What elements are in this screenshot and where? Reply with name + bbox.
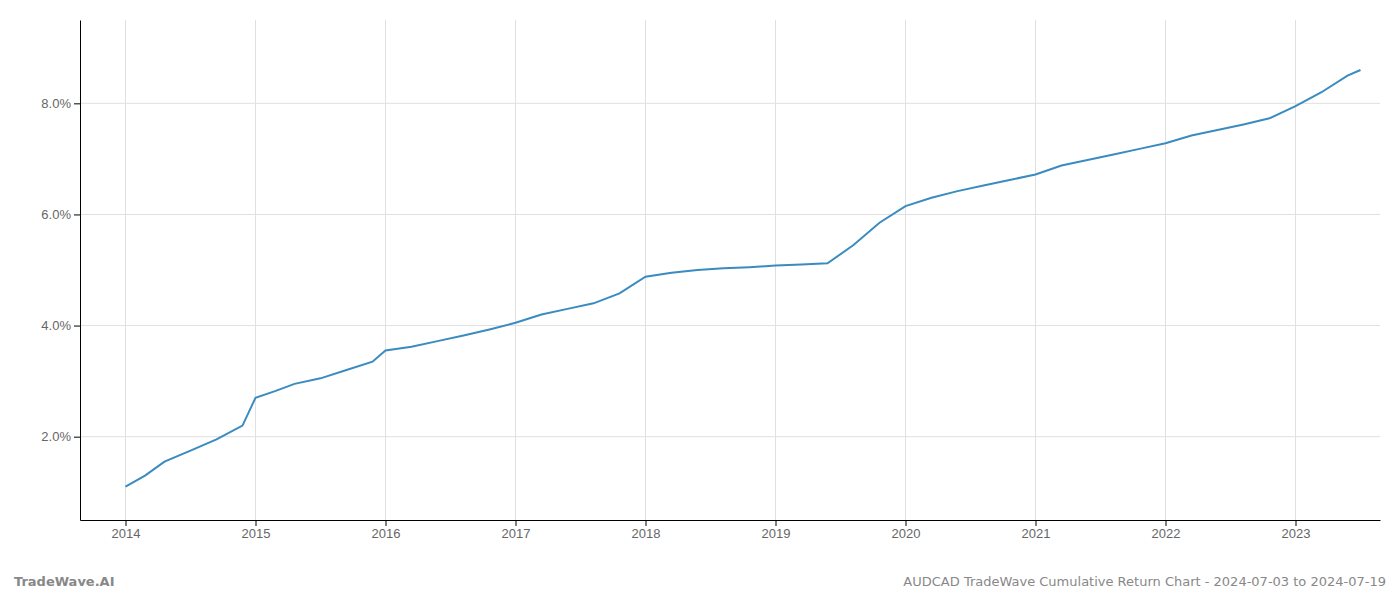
tick-label: 4.0% <box>41 318 71 333</box>
grid-line-x <box>255 20 256 520</box>
tick-mark <box>74 214 80 215</box>
tick-label: 2018 <box>632 526 661 541</box>
tick-label: 2015 <box>242 526 271 541</box>
tick: 2014 <box>112 520 141 541</box>
tick-mark <box>74 103 80 104</box>
tick: 2022 <box>1152 520 1181 541</box>
tick: 2017 <box>502 520 531 541</box>
tick-mark <box>1166 520 1167 526</box>
tick-label: 2014 <box>112 526 141 541</box>
grid-line-x <box>1165 20 1166 520</box>
tick: 2015 <box>242 520 271 541</box>
tick: 4.0% <box>41 318 80 333</box>
grid-line-x <box>125 20 126 520</box>
grid-line-x <box>1035 20 1036 520</box>
tick-mark <box>126 520 127 526</box>
tick-mark <box>1036 520 1037 526</box>
axis-line <box>81 520 1381 521</box>
tick-label: 2023 <box>1282 526 1311 541</box>
tick-mark <box>256 520 257 526</box>
grid-line-x <box>775 20 776 520</box>
tick-mark <box>516 520 517 526</box>
tick-label: 6.0% <box>41 207 71 222</box>
tick-mark <box>74 437 80 438</box>
tick-label: 2019 <box>762 526 791 541</box>
grid-line-x <box>645 20 646 520</box>
x-axis: 2014 2015 2016 2017 2018 2019 2020 2021 2022 2023 <box>81 520 1381 541</box>
tick-mark <box>646 520 647 526</box>
tick-label: 2021 <box>1022 526 1051 541</box>
tick-label: 2017 <box>502 526 531 541</box>
grid-line-x <box>1295 20 1296 520</box>
tick: 2.0% <box>41 429 80 444</box>
grid-line-y <box>80 325 1380 326</box>
tick: 2021 <box>1022 520 1051 541</box>
grid-line-y <box>80 214 1380 215</box>
tick: 8.0% <box>41 96 80 111</box>
tick: 2018 <box>632 520 661 541</box>
tick-label: 2.0% <box>41 429 71 444</box>
tick-mark <box>1296 520 1297 526</box>
grid-line-y <box>80 436 1380 437</box>
plot: 2014 2015 2016 2017 2018 2019 2020 2021 2022 2023… <box>41 20 1380 541</box>
tick: 2023 <box>1282 520 1311 541</box>
grid-line-y <box>80 103 1380 104</box>
tick-mark <box>386 520 387 526</box>
grid-line-x <box>385 20 386 520</box>
tick: 2020 <box>892 520 921 541</box>
tick-label: 8.0% <box>41 96 71 111</box>
marks <box>126 70 1361 487</box>
y-axis: 2.0% 4.0% 6.0% 8.0% <box>41 21 80 521</box>
tick-label: 2016 <box>372 526 401 541</box>
tick: 2019 <box>762 520 791 541</box>
tick-label: 2022 <box>1152 526 1181 541</box>
tick-mark <box>74 326 80 327</box>
tick: 2016 <box>372 520 401 541</box>
tick: 6.0% <box>41 207 80 222</box>
tick-mark <box>776 520 777 526</box>
grid <box>80 20 1380 520</box>
tick-mark <box>906 520 907 526</box>
line <box>126 70 1361 487</box>
grid-line-x <box>515 20 516 520</box>
tick-label: 2020 <box>892 526 921 541</box>
title: AUDCAD TradeWave Cumulative Return Chart… <box>903 574 1386 589</box>
grid-line-x <box>905 20 906 520</box>
watermark: TradeWave.AI <box>14 574 115 589</box>
axis-line <box>80 21 81 521</box>
chart: 2014 2015 2016 2017 2018 2019 2020 2021 2022 2023… <box>0 0 1400 600</box>
